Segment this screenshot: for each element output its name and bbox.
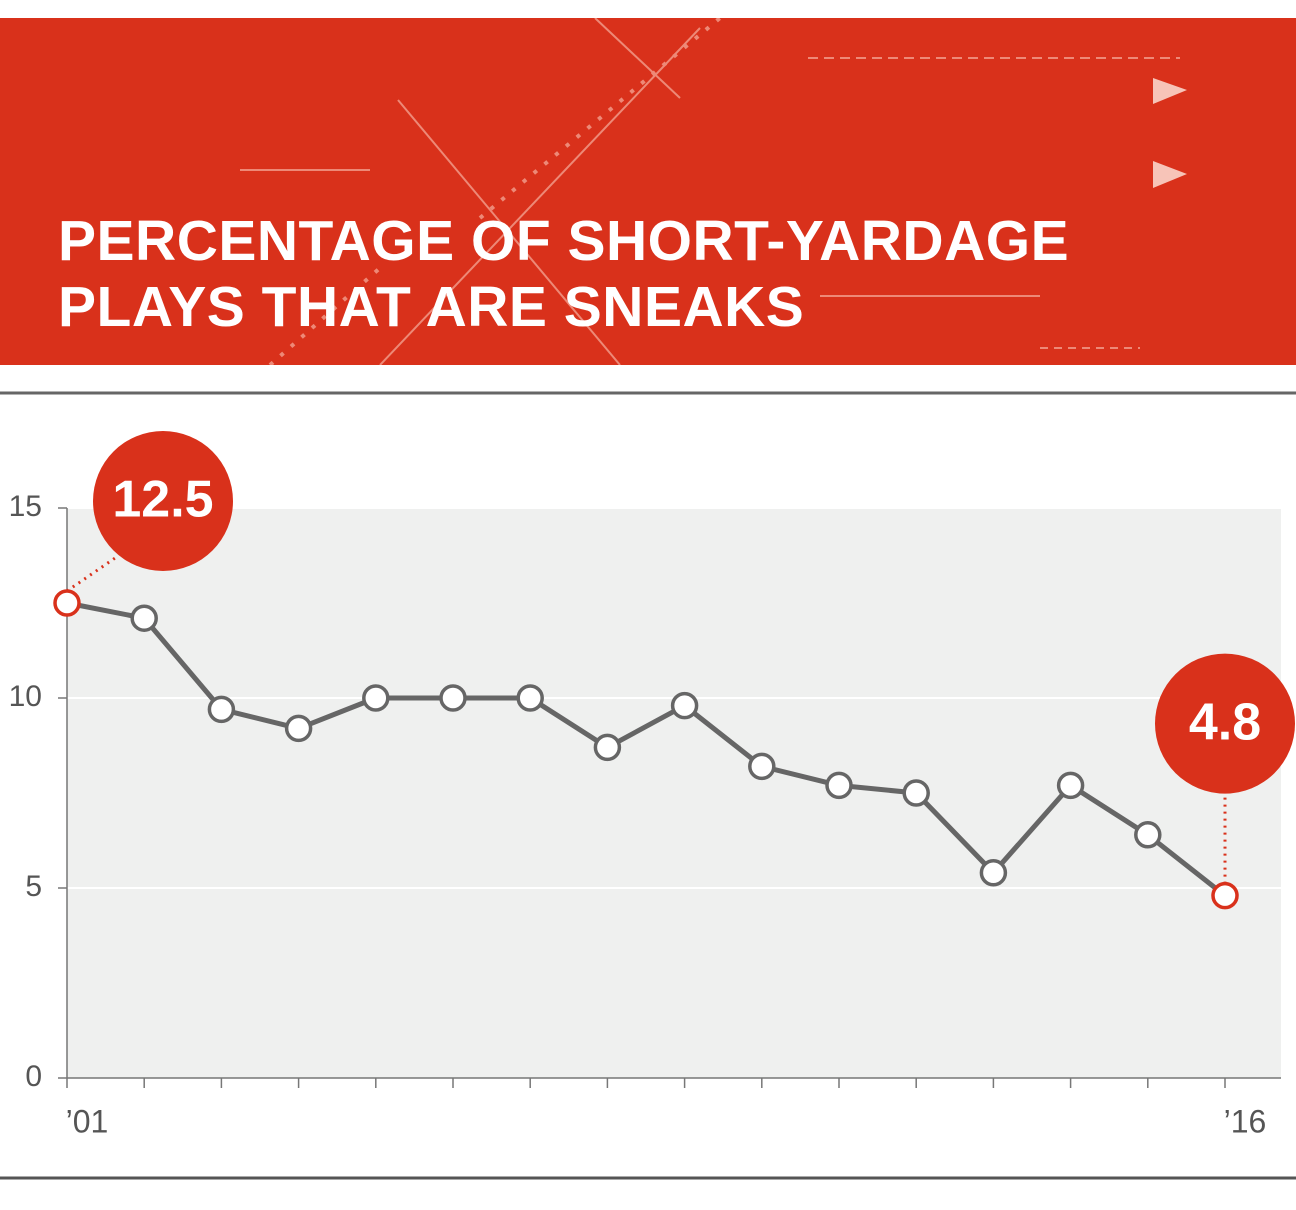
point	[439, 684, 467, 712]
y-tick-label: 15	[9, 490, 42, 523]
annotation-bubble	[1155, 653, 1295, 794]
point	[130, 604, 158, 632]
y-tick-label: 0	[25, 1060, 42, 1093]
point	[207, 695, 236, 724]
y-tick-label: 10	[9, 680, 42, 713]
point	[748, 752, 776, 781]
point	[902, 779, 930, 807]
annotation-bubble	[93, 431, 233, 571]
point	[1134, 821, 1162, 849]
banner-decoration	[240, 18, 1187, 365]
x-tick-label: ’16	[1224, 1103, 1267, 1139]
chart-title: PERCENTAGE OF SHORT-YARDAGE PLAYS THAT A…	[58, 209, 1070, 339]
x-tick-label: ’01	[66, 1103, 109, 1139]
point	[284, 714, 313, 743]
point	[979, 859, 1008, 887]
series-line	[66, 600, 1227, 898]
point	[1211, 881, 1239, 910]
point	[362, 684, 390, 712]
data-label: 4.8	[1189, 693, 1261, 751]
point	[670, 691, 699, 720]
plot-area	[67, 508, 1281, 1078]
point	[53, 589, 81, 617]
point	[1056, 771, 1085, 800]
y-tick-label: 5	[25, 870, 42, 903]
data-label: 12.5	[112, 471, 213, 529]
point	[825, 771, 853, 800]
header-banner: PERCENTAGE OF SHORT-YARDAGE PLAYS THAT A…	[0, 18, 1296, 365]
point	[516, 684, 544, 712]
point	[593, 733, 622, 762]
